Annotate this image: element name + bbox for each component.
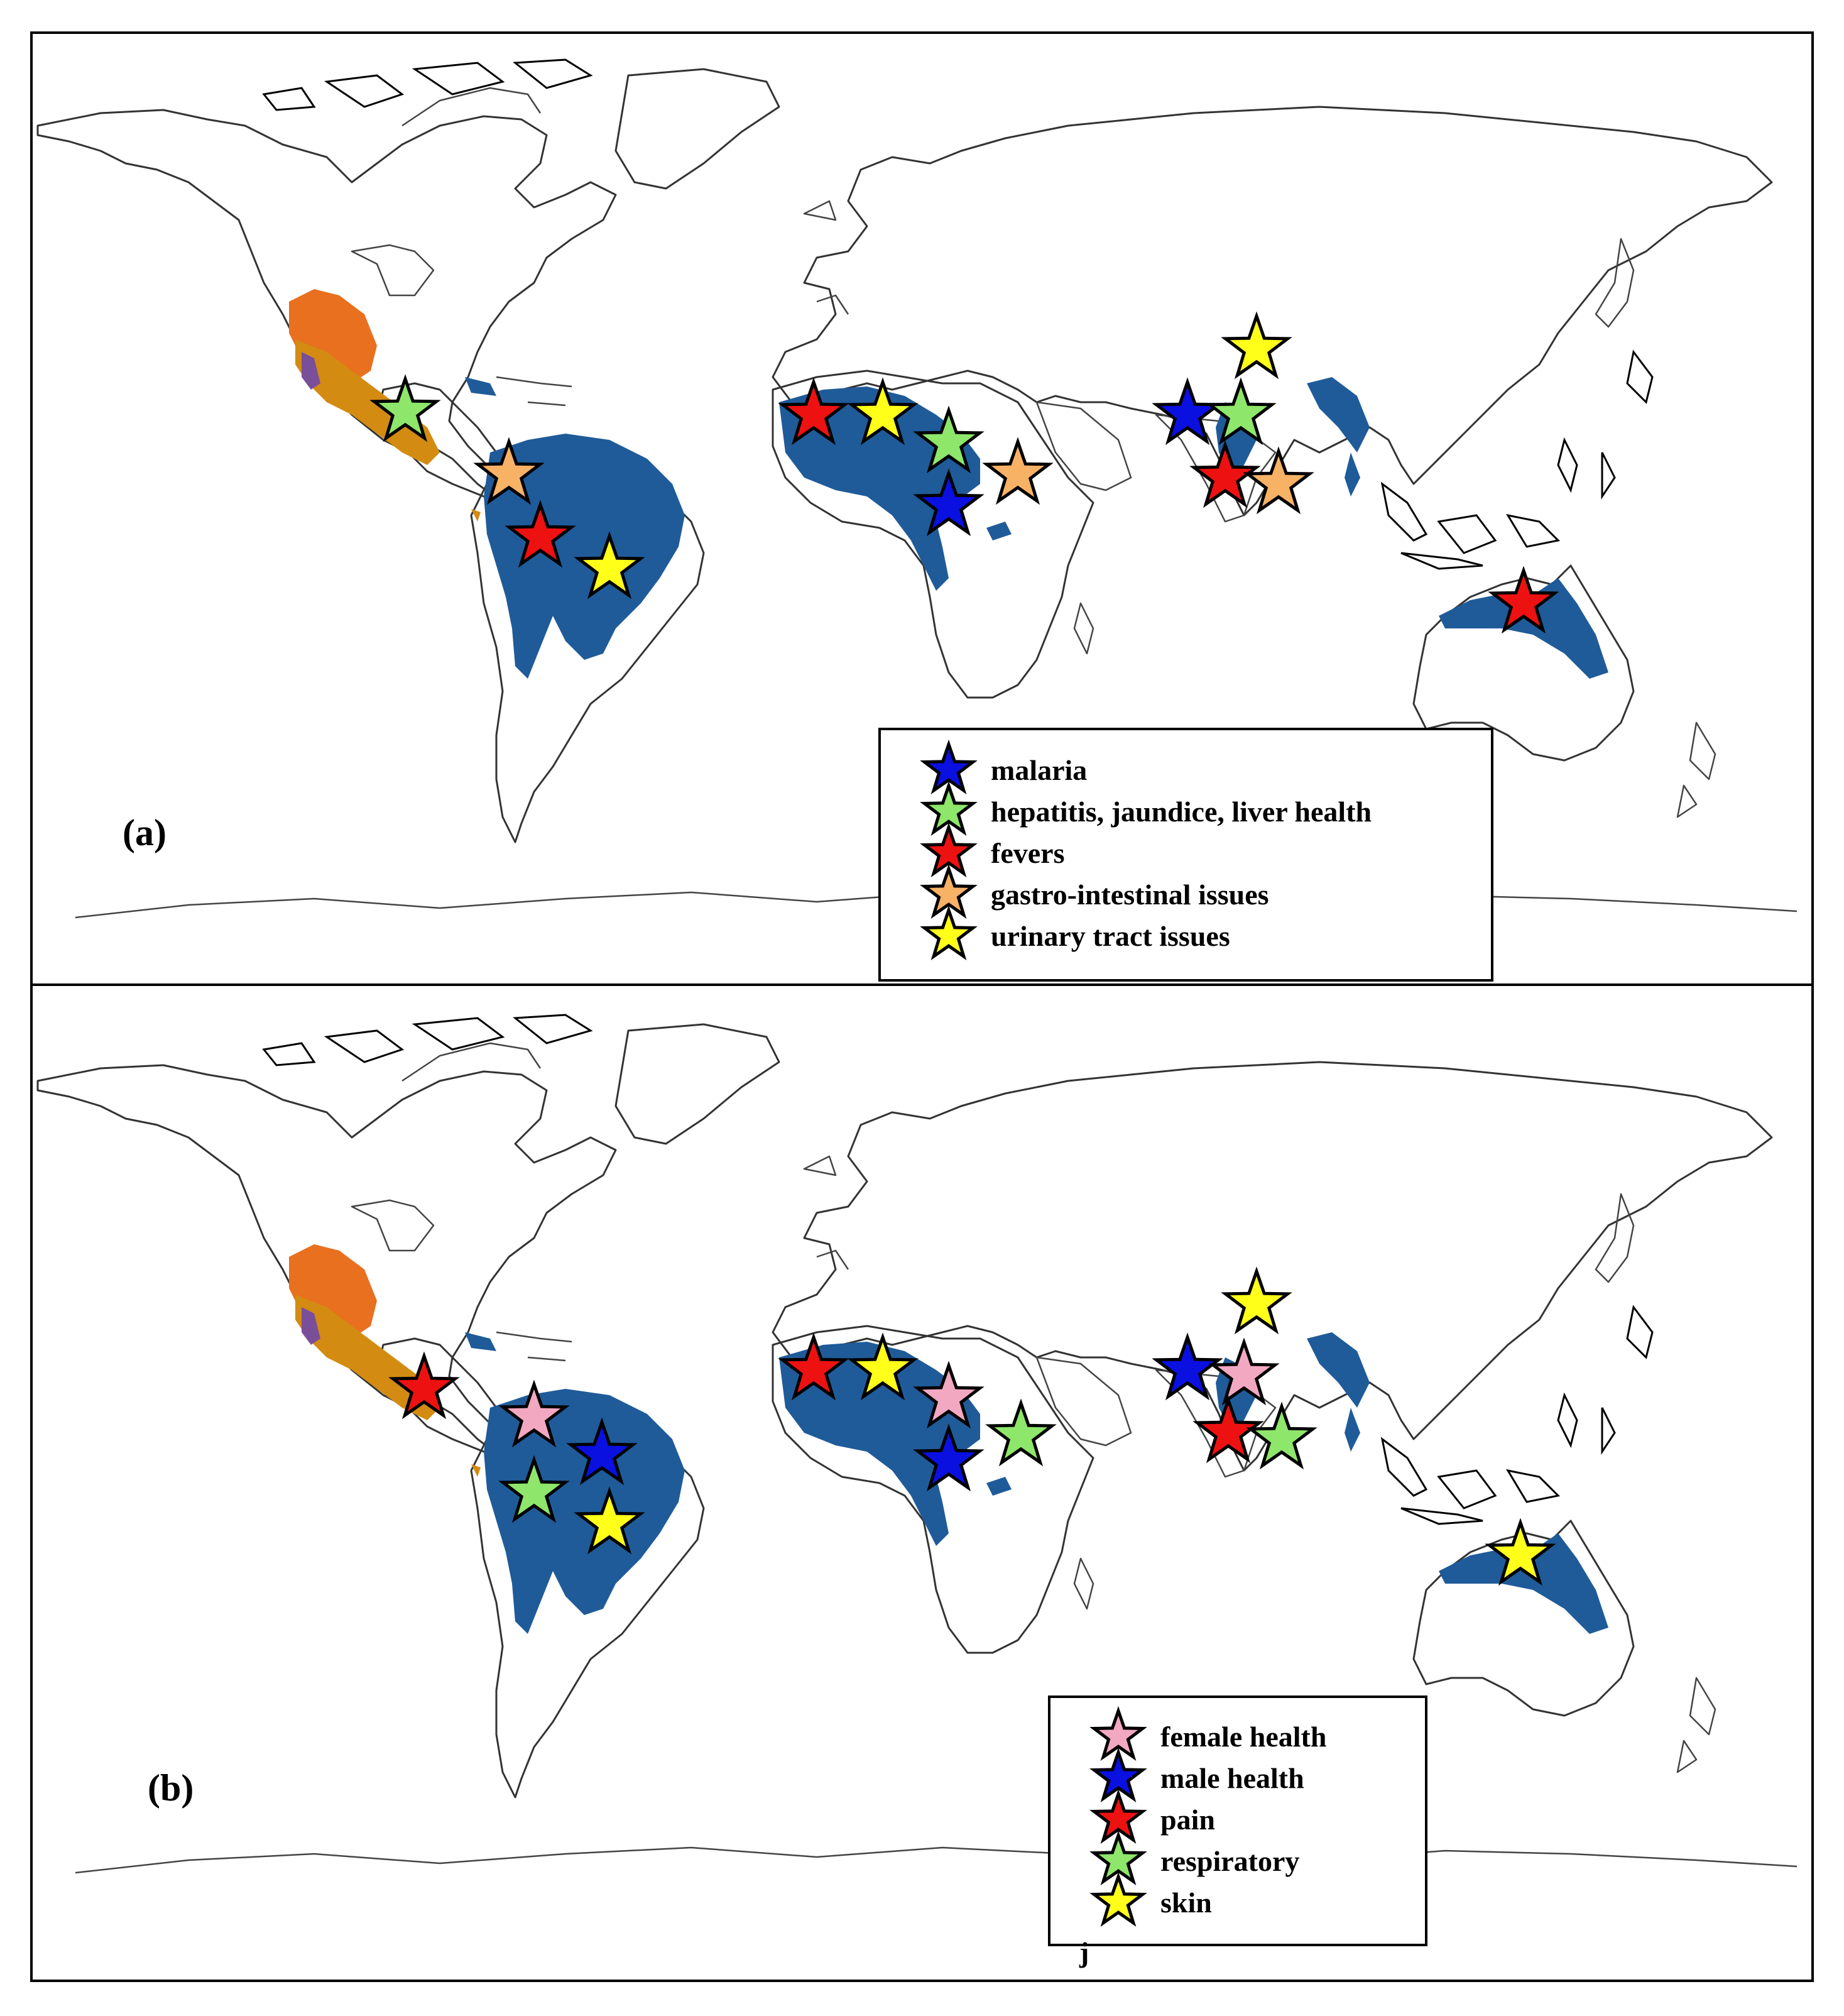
legend-a: malaria hepatitis, jaundice, liver health…: [878, 728, 1493, 982]
legend-entry-label: pain: [1160, 1804, 1215, 1836]
legend-entry-label: skin: [1160, 1887, 1212, 1919]
panel-a-label: (a): [123, 812, 166, 853]
legend-entry-label: malaria: [991, 754, 1087, 786]
panel-b-label: (b): [148, 1767, 194, 1809]
legend-entry-label: fevers: [991, 837, 1064, 869]
legend-a-box: [878, 728, 1493, 982]
panel-b: (b) female health male health pain respirat…: [30, 983, 1814, 1982]
legend-entry-label: urinary tract issues: [991, 920, 1230, 952]
panel-a: (a) malaria hepatitis, jaundice, liver he…: [30, 31, 1814, 986]
legend-entry-label: hepatitis, jaundice, liver health: [991, 796, 1372, 828]
legend-entry-label: female health: [1160, 1721, 1326, 1753]
legend-entry-label: male health: [1160, 1762, 1304, 1794]
legend-entry-label: gastro-intestinal issues: [991, 879, 1269, 911]
legend-b: female health male health pain respiratory s…: [1048, 1696, 1427, 1946]
stray-mark: j: [1079, 1936, 1089, 1968]
legend-entry-label: respiratory: [1160, 1845, 1299, 1877]
